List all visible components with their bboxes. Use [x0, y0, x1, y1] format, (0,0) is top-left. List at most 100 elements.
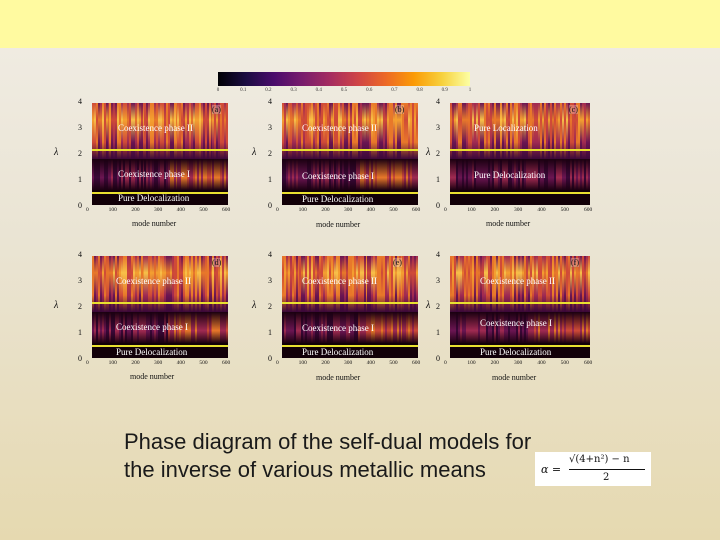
heatmap-stripe	[126, 312, 130, 343]
heatmap-stripe	[134, 312, 138, 343]
phase-boundary-line	[92, 344, 228, 347]
heatmap-stripe	[309, 312, 313, 343]
heatmap-stripe	[193, 103, 196, 160]
heatmap-stripe	[510, 159, 513, 190]
heatmap-stripe	[177, 159, 181, 190]
phase-boundary-line	[282, 191, 418, 194]
heatmap-stripe	[320, 312, 324, 343]
y-axis-label: λ	[54, 300, 59, 311]
heatmap-stripe	[163, 159, 167, 190]
heatmap-stripe	[406, 312, 410, 343]
heatmap-stripe	[452, 312, 455, 343]
heatmap-stripe	[450, 256, 453, 313]
heatmap-stripe	[307, 312, 311, 343]
heatmap-stripe	[307, 103, 311, 160]
heatmap-stripe	[332, 312, 336, 343]
heatmap-stripe	[119, 103, 123, 160]
heatmap-stripe	[386, 103, 390, 160]
region-label: Coexistence phase II	[302, 276, 377, 286]
heatmap-stripe	[578, 159, 581, 190]
heatmap-stripe	[508, 159, 511, 190]
heatmap-stripe	[530, 312, 533, 343]
heatmap-stripe	[554, 159, 557, 190]
heatmap-stripe	[136, 159, 140, 190]
heatmap-stripe	[556, 256, 559, 313]
heatmap-stripe	[194, 159, 198, 190]
heatmap-stripe	[388, 159, 392, 190]
heatmap-stripe	[572, 159, 575, 190]
heatmap-stripe	[338, 159, 342, 190]
heatmap-stripe	[92, 312, 95, 343]
heatmap-stripe	[115, 159, 119, 190]
heatmap-stripe	[402, 159, 406, 190]
heatmap-stripe	[584, 159, 587, 190]
heatmap-stripe	[303, 312, 307, 343]
heatmap-stripe	[324, 103, 328, 160]
heatmap-stripe	[185, 159, 189, 190]
heatmap-stripe	[206, 312, 210, 343]
heatmap-stripe	[514, 159, 517, 190]
heatmap-stripe	[486, 256, 489, 313]
heatmap-stripe	[125, 312, 128, 343]
heatmap-stripe	[383, 256, 386, 313]
heatmap-stripe	[156, 159, 160, 190]
heatmap-stripe	[175, 256, 179, 313]
heatmap-stripe	[570, 159, 573, 190]
heatmap-stripe	[412, 103, 416, 160]
region-label: Coexistence phase I	[118, 169, 190, 179]
heatmap-stripe	[476, 256, 479, 313]
heatmap-stripe	[303, 159, 307, 190]
heatmap-stripe	[490, 256, 493, 313]
heatmap-stripe	[381, 159, 385, 190]
heatmap-stripe	[580, 312, 583, 343]
heatmap-stripe	[390, 256, 394, 313]
heatmap-stripe	[189, 103, 193, 160]
heatmap-stripe	[212, 312, 216, 343]
heatmap-stripe	[330, 159, 334, 190]
heatmap-stripe	[311, 256, 315, 313]
heatmap-stripe	[550, 103, 553, 160]
heatmap-stripe	[534, 256, 537, 313]
heatmap-stripe	[134, 159, 138, 190]
region-label: Coexistence phase II	[116, 276, 191, 286]
heatmap-stripe	[289, 103, 293, 160]
formula-lhs: α =	[541, 463, 562, 476]
heatmap-stripe	[191, 159, 195, 190]
heatmap-stripe	[99, 312, 103, 343]
heatmap-stripe	[546, 103, 549, 160]
heatmap-stripe	[454, 256, 457, 313]
heatmap-stripe	[416, 256, 418, 313]
heatmap-stripe	[516, 159, 519, 190]
heatmap-stripe	[156, 103, 160, 160]
heatmap-stripe	[342, 256, 346, 313]
y-tick-label: 4	[268, 97, 272, 106]
heatmap-stripe	[466, 103, 469, 160]
heatmap-stripe	[460, 312, 463, 343]
heatmap-stripe	[504, 159, 507, 190]
heatmap-stripe	[538, 159, 541, 190]
heatmap-stripe	[328, 159, 332, 190]
heatmap-stripe	[379, 312, 383, 343]
heatmap-stripe	[311, 159, 315, 190]
heatmap-stripe	[160, 103, 163, 160]
heatmap-stripe	[402, 103, 406, 160]
heatmap-stripe	[226, 312, 228, 343]
heatmap-stripe	[576, 103, 579, 160]
heatmap-stripe	[510, 256, 513, 313]
heatmap-stripe	[528, 159, 531, 190]
heatmap-stripe	[340, 103, 344, 160]
x-tick-label: 0	[276, 207, 279, 213]
heatmap-stripe	[287, 256, 291, 313]
y-tick-label: 0	[78, 354, 82, 363]
heatmap-stripe	[128, 256, 132, 313]
heatmap-stripe	[99, 256, 103, 313]
heatmap-stripe	[92, 103, 95, 160]
heatmap-stripe	[572, 103, 575, 160]
heatmap-stripe	[357, 103, 361, 160]
panel-plot	[92, 256, 228, 358]
heatmap-stripe	[196, 159, 200, 190]
heatmap-stripe	[379, 103, 383, 160]
heatmap-stripe	[363, 312, 367, 343]
heatmap-stripe	[287, 312, 291, 343]
heatmap-stripe	[392, 256, 396, 313]
